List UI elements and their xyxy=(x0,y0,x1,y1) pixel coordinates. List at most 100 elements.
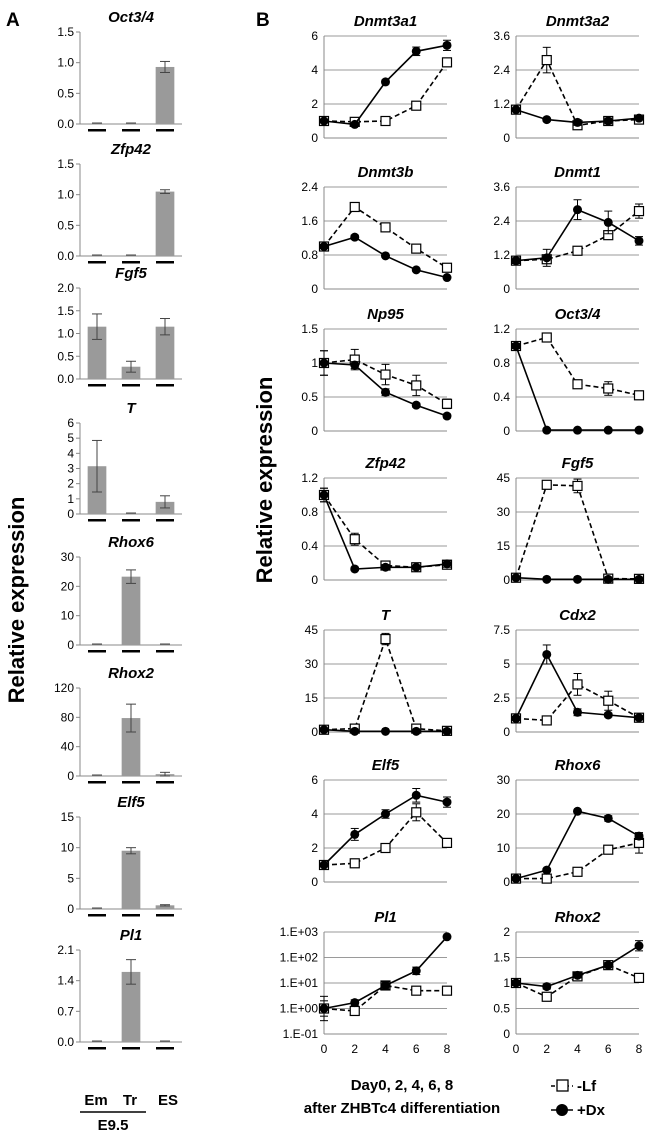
point-lf xyxy=(603,844,614,855)
point-dx xyxy=(381,980,390,990)
chart-a-fgf5: Fgf5 0.0 0.5 1.0 1.5 2.0 xyxy=(57,265,182,387)
point-dx xyxy=(634,941,644,951)
y-tick-label: 1 xyxy=(503,976,510,990)
point-lf xyxy=(349,534,360,545)
chart-title: Rhox2 xyxy=(555,909,602,926)
series-line xyxy=(515,483,640,580)
y-tick-label: 10 xyxy=(497,841,511,855)
y-tick-label: 1.E+00 xyxy=(280,1002,319,1016)
y-tick-label: 3.6 xyxy=(493,180,510,194)
y-axis-label-left: Relative expression xyxy=(4,497,29,704)
y-tick-label: 0 xyxy=(503,282,510,296)
y-tick-label: 2.5 xyxy=(493,691,510,705)
x-cat-tr: Tr xyxy=(123,1092,137,1109)
y-tick-label: 0 xyxy=(503,1027,510,1041)
chart-title: Rhox6 xyxy=(108,534,155,551)
category-marker-es xyxy=(156,129,174,132)
series-line xyxy=(323,61,448,123)
point-dx xyxy=(603,813,613,823)
point-lf xyxy=(380,115,391,127)
y-tick-label: 2 xyxy=(311,97,318,111)
x-tick-label: 4 xyxy=(574,1042,581,1056)
y-tick-label: 1.0 xyxy=(57,327,74,341)
chart-title: Zfp42 xyxy=(364,455,406,472)
point-lf xyxy=(633,390,645,401)
x-tick-label: 2 xyxy=(543,1042,550,1056)
point-lf xyxy=(441,985,453,996)
series-dx xyxy=(511,199,644,267)
bar-es xyxy=(155,66,175,124)
series-line xyxy=(515,336,640,397)
point-dx xyxy=(411,726,421,736)
chart-b-elf5: Elf5 0 2 4 6 xyxy=(311,757,453,889)
y-tick-label: 20 xyxy=(497,807,511,821)
point-dx xyxy=(542,253,552,263)
x-tick-label: 8 xyxy=(636,1042,643,1056)
series-line xyxy=(323,984,447,1012)
chart-title: Dnmt3a1 xyxy=(354,13,417,30)
y-tick-label: 15 xyxy=(305,691,319,705)
y-tick-label: 0 xyxy=(67,769,74,783)
category-marker-em xyxy=(88,914,106,917)
point-dx xyxy=(319,116,329,126)
point-lf xyxy=(441,57,453,68)
point-dx xyxy=(411,400,421,410)
x-tick-label: 2 xyxy=(351,1042,358,1056)
category-marker-es xyxy=(156,914,174,917)
y-tick-label: 1.E+03 xyxy=(280,925,319,939)
chart-title: Oct3/4 xyxy=(555,306,602,323)
point-dx xyxy=(634,236,644,246)
category-marker-em xyxy=(88,650,106,653)
point-dx xyxy=(411,966,421,976)
category-marker-tr xyxy=(122,261,140,264)
y-tick-label: 0.4 xyxy=(493,390,510,404)
series-dx xyxy=(319,39,452,129)
y-tick-label: 2 xyxy=(67,477,74,491)
point-lf xyxy=(411,243,422,254)
series-dx xyxy=(319,788,452,870)
category-marker-em xyxy=(88,781,106,784)
chart-title: Elf5 xyxy=(372,757,400,774)
point-lf xyxy=(349,1005,360,1017)
point-lf xyxy=(380,369,391,380)
series-dx xyxy=(319,232,452,283)
point-lf xyxy=(633,972,645,984)
point-dx xyxy=(603,217,613,227)
series-lf xyxy=(510,478,645,584)
y-tick-label: 1.5 xyxy=(57,25,74,39)
category-marker-tr xyxy=(122,650,140,653)
point-dx xyxy=(603,960,613,970)
y-tick-label: 5 xyxy=(67,871,74,885)
y-tick-label: 1.E-01 xyxy=(283,1027,319,1041)
y-tick-label: 2 xyxy=(503,925,510,939)
bar-tr xyxy=(121,576,141,645)
chart-title: T xyxy=(126,400,137,417)
point-dx xyxy=(350,829,360,839)
chart-title: T xyxy=(381,607,392,624)
category-marker-es xyxy=(156,1047,174,1050)
series-dx xyxy=(319,932,452,1017)
category-marker-es xyxy=(156,650,174,653)
point-lf xyxy=(380,222,391,233)
chart-a-rhox6: Rhox6 0 10 20 30 xyxy=(61,534,182,653)
point-lf xyxy=(541,991,552,1002)
point-dx xyxy=(634,831,644,841)
chart-title: Fgf5 xyxy=(562,455,594,472)
point-lf xyxy=(411,985,422,996)
y-tick-label: 6 xyxy=(311,29,318,43)
y-tick-label: 15 xyxy=(497,539,511,553)
category-marker-es xyxy=(156,781,174,784)
series-line xyxy=(515,210,640,262)
point-lf xyxy=(541,715,552,726)
bar-tr xyxy=(121,850,141,909)
y-tick-label: 0.8 xyxy=(493,356,510,370)
y-tick-label: 0 xyxy=(311,282,318,296)
legend-label-dx: +Dx xyxy=(577,1102,606,1119)
y-tick-label: 2.4 xyxy=(493,63,510,77)
point-dx xyxy=(573,707,582,717)
y-tick-label: 45 xyxy=(305,623,319,637)
point-lf xyxy=(411,380,422,391)
y-tick-label: 0.8 xyxy=(301,248,318,262)
y-tick-label: 1.6 xyxy=(301,214,318,228)
